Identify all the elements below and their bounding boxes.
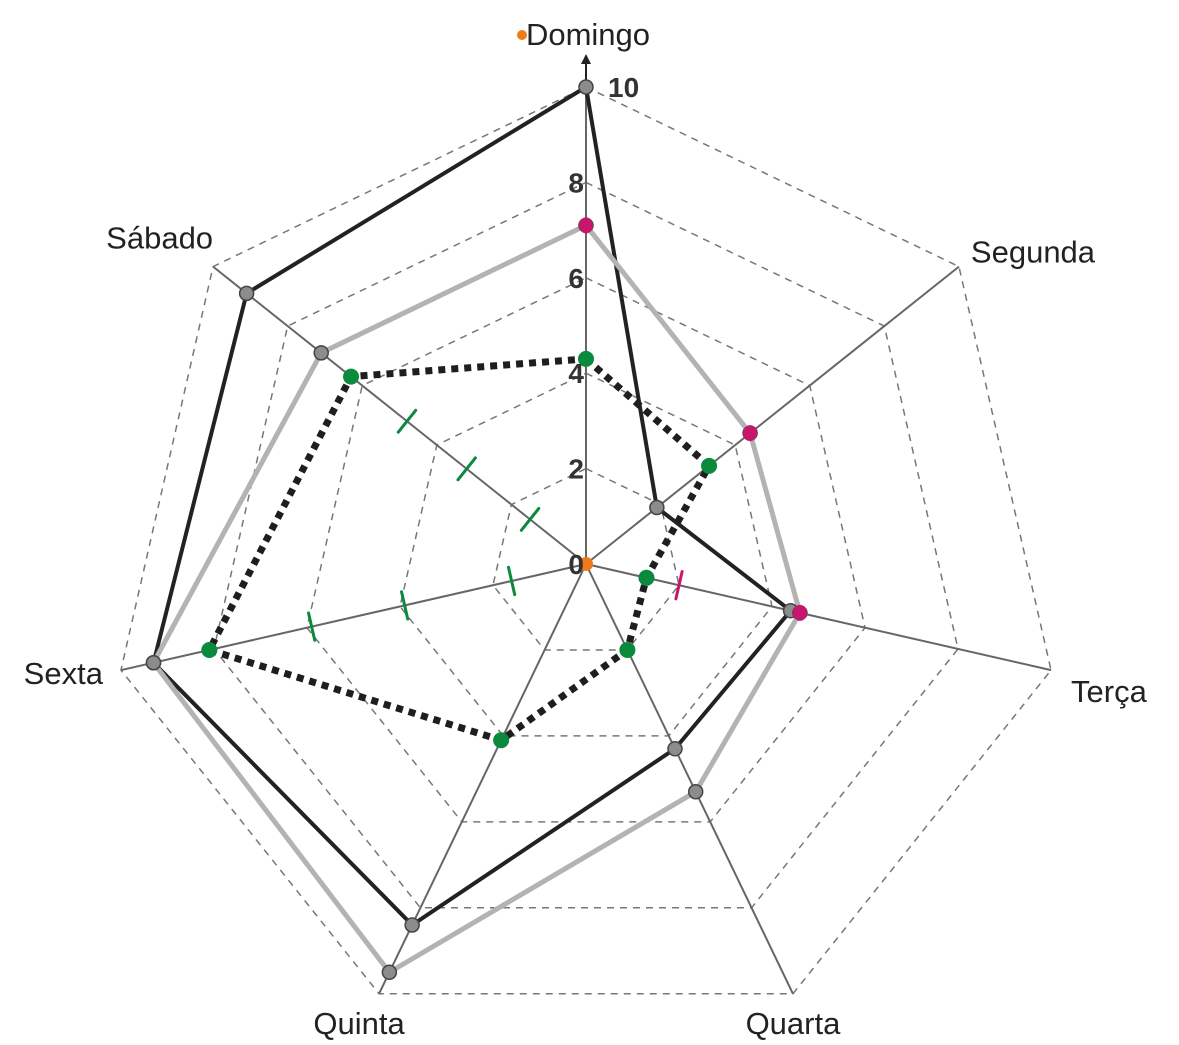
series-point (238, 285, 255, 302)
axis-spoke (585, 563, 1052, 672)
tick-mark (400, 590, 410, 621)
tick-label: 10 (608, 72, 639, 103)
green-marker (493, 732, 510, 749)
tick-mark (674, 570, 684, 601)
pink-marker (792, 604, 807, 621)
axis-label-quarta: Quarta (746, 1006, 842, 1041)
series-point (649, 499, 665, 516)
series-point (145, 654, 162, 671)
grid-ring-2 (492, 467, 680, 651)
tick-mark (396, 408, 418, 434)
axis-label-sexta: Sexta (24, 656, 104, 691)
grid-ring-4 (399, 372, 773, 737)
axis-label-quinta: Quinta (313, 1006, 405, 1041)
tick-label: 6 (568, 263, 584, 294)
pink-marker (579, 217, 593, 234)
orange-marker (579, 557, 593, 571)
tick-label: 0 (568, 549, 584, 580)
series-point (381, 964, 398, 981)
green-marker (201, 641, 218, 658)
grid-layer (120, 54, 1052, 995)
annotation-layer (201, 217, 807, 749)
series-point (404, 917, 420, 933)
axis-spoke (212, 265, 587, 565)
axis-label-segunda: Segunda (971, 235, 1096, 270)
series-line-2 (150, 222, 803, 976)
orange-dot-icon (517, 30, 527, 40)
series-point (313, 345, 329, 361)
series-point (578, 79, 594, 95)
green-marker (619, 641, 636, 658)
axis-spoke (585, 563, 794, 995)
green-marker (701, 457, 718, 474)
series-point (687, 784, 704, 800)
grid-ring-6 (306, 276, 866, 823)
tick-label: 8 (568, 167, 584, 198)
tick-label: 4 (568, 358, 584, 389)
tick-mark (506, 565, 517, 597)
grid-ring-8 (213, 181, 959, 909)
axis-label-terça: Terça (1071, 674, 1148, 709)
series-line-3 (204, 355, 714, 745)
axis-label-domingo: Domingo (526, 17, 650, 52)
axis-label-sábado: Sábado (106, 221, 213, 256)
pink-marker (743, 425, 758, 442)
green-marker (578, 350, 594, 367)
axis-spoke (120, 563, 587, 672)
series-point (667, 741, 683, 757)
green-marker (638, 569, 655, 586)
series-line-1 (151, 83, 794, 928)
tick-mark (519, 506, 541, 532)
tick-label: 2 (568, 454, 584, 485)
tick-mark (307, 611, 317, 642)
grid-ring-10 (120, 86, 1052, 995)
tick-mark (456, 456, 477, 482)
series-layer (145, 79, 808, 981)
label-layer: 0 2 4 6 8 10 Domingo Segunda Terça Quarta Quinta Se… (24, 17, 1148, 1041)
axis-spoke (585, 265, 960, 565)
green-marker (343, 368, 360, 385)
